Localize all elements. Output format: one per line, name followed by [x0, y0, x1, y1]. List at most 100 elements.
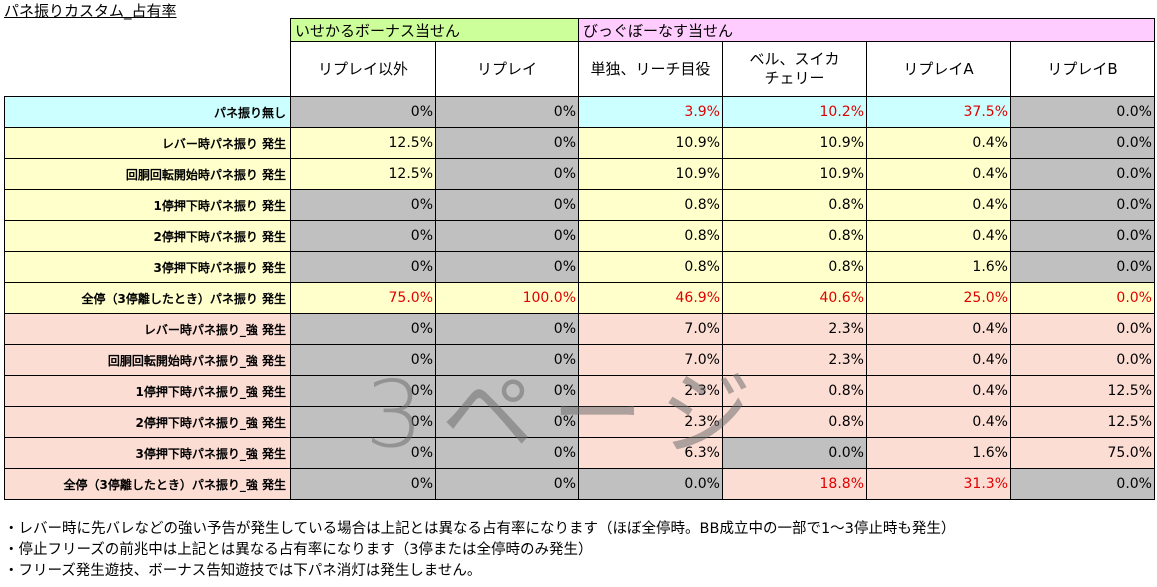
cell-value: 0.4%	[866, 158, 1011, 190]
cell-value: 7.0%	[578, 344, 723, 376]
column-header: リプレイ以外	[290, 41, 436, 97]
cell-value: 10.2%	[722, 96, 867, 128]
cell-value: 0%	[290, 344, 436, 376]
occupancy-table: いせかるボーナス当せん びっぐぼーなす当せん リプレイ以外 リプレイ 単独、リーチ目役ベ…	[4, 18, 1155, 500]
cell-value: 12.5%	[1010, 375, 1155, 407]
note-line: ・停止フリーズの前兆中は上記とは異なる占有率になります（3停または全停時のみ発生…	[4, 542, 593, 558]
cell-value: 0%	[290, 220, 436, 252]
data-row: 3停押下時パネ振り_強 発生 0% 0% 6.3% 0.0% 1.6% 75.0%	[4, 437, 1155, 469]
data-row: 全停（3停離したとき）パネ振り 発生 75.0% 100.0% 46.9% 40.6% 2…	[4, 282, 1155, 314]
data-row: レバー時パネ振り 発生 12.5% 0% 10.9% 10.9% 0.4% 0.0%	[4, 127, 1155, 159]
cell-value: 0.0%	[1010, 468, 1155, 500]
cell-value: 0%	[435, 220, 579, 252]
cell-value: 10.9%	[578, 158, 723, 190]
cell-value: 75.0%	[290, 282, 436, 314]
cell-value: 0.8%	[722, 220, 867, 252]
cell-value: 0%	[435, 127, 579, 159]
data-row: 3停押下時パネ振り 発生 0% 0% 0.8% 0.8% 1.6% 0.0%	[4, 251, 1155, 283]
cell-value: 0.8%	[578, 189, 723, 221]
cell-value: 1.6%	[866, 437, 1011, 469]
cell-value: 0.4%	[866, 344, 1011, 376]
cell-value: 10.9%	[722, 158, 867, 190]
cell-value: 2.3%	[578, 375, 723, 407]
cell-value: 100.0%	[435, 282, 579, 314]
note-line: ・レバー時に先バレなどの強い予告が発生している場合は上記とは異なる占有率になりま…	[4, 521, 956, 537]
cell-value: 0%	[290, 406, 436, 438]
cell-value: 0.0%	[578, 468, 723, 500]
cell-value: 37.5%	[866, 96, 1011, 128]
cell-value: 0.4%	[866, 220, 1011, 252]
data-row: 回胴回転開始時パネ振り_強 発生 0% 0% 7.0% 2.3% 0.4% 0.0%	[4, 344, 1155, 376]
group-header-row: いせかるボーナス当せん びっぐぼーなす当せん	[4, 18, 1155, 97]
group-header: びっぐぼーなす当せん	[578, 18, 1155, 42]
data-row: 全停（3停離したとき）パネ振り_強 発生 0% 0% 0.0% 18.8% 31.3% 0.…	[4, 468, 1155, 500]
cell-value: 0.8%	[722, 251, 867, 283]
row-label: 1停押下時パネ振り 発生	[4, 189, 291, 221]
cell-value: 0.0%	[1010, 220, 1155, 252]
column-header-row: リプレイ以外 リプレイ 単独、リーチ目役 ベル、スイカ チェリー リプレイA リプレイB	[5, 41, 1155, 97]
row-label: パネ振り無し	[4, 96, 291, 128]
cell-value: 2.3%	[722, 344, 867, 376]
data-row: 2停押下時パネ振り_強 発生 0% 0% 2.3% 0.8% 0.4% 12.5%	[4, 406, 1155, 438]
row-label: 回胴回転開始時パネ振り 発生	[4, 158, 291, 190]
cell-value: 0%	[290, 313, 436, 345]
cell-value: 0%	[435, 406, 579, 438]
cell-value: 0%	[435, 468, 579, 500]
cell-value: 0%	[435, 189, 579, 221]
cell-value: 0%	[290, 468, 436, 500]
cell-value: 18.8%	[722, 468, 867, 500]
data-row: パネ振り無し 0% 0% 3.9% 10.2% 37.5% 0.0%	[4, 96, 1155, 128]
cell-value: 0.0%	[1010, 189, 1155, 221]
data-row: レバー時パネ振り_強 発生 0% 0% 7.0% 2.3% 0.4% 0.0%	[4, 313, 1155, 345]
cell-value: 0%	[290, 96, 436, 128]
cell-value: 40.6%	[722, 282, 867, 314]
column-header: リプレイA	[866, 41, 1011, 97]
column-header: リプレイ	[435, 41, 579, 97]
cell-value: 46.9%	[578, 282, 723, 314]
cell-value: 0%	[435, 375, 579, 407]
row-label: 3停押下時パネ振り_強 発生	[4, 437, 291, 469]
cell-value: 2.3%	[578, 406, 723, 438]
data-row: 回胴回転開始時パネ振り 発生 12.5% 0% 10.9% 10.9% 0.4% 0.0%	[4, 158, 1155, 190]
cell-value: 0.0%	[1010, 96, 1155, 128]
row-label: 2停押下時パネ振り 発生	[4, 220, 291, 252]
cell-value: 1.6%	[866, 251, 1011, 283]
cell-value: 0%	[290, 251, 436, 283]
cell-value: 10.9%	[722, 127, 867, 159]
cell-value: 0.0%	[1010, 282, 1155, 314]
cell-value: 0.0%	[1010, 344, 1155, 376]
column-header: 単独、リーチ目役	[578, 41, 723, 97]
cell-value: 31.3%	[866, 468, 1011, 500]
row-label: 2停押下時パネ振り_強 発生	[4, 406, 291, 438]
row-label: 3停押下時パネ振り 発生	[4, 251, 291, 283]
cell-value: 0%	[435, 437, 579, 469]
column-header: ベル、スイカ チェリー	[722, 41, 867, 97]
notes: ・レバー時に先バレなどの強い予告が発生している場合は上記とは異なる占有率になりま…	[4, 519, 955, 582]
cell-value: 0%	[435, 158, 579, 190]
cell-value: 0.0%	[1010, 313, 1155, 345]
cell-value: 0.4%	[866, 406, 1011, 438]
row-label: 全停（3停離したとき）パネ振り_強 発生	[4, 468, 291, 500]
cell-value: 0%	[435, 344, 579, 376]
cell-value: 0.8%	[722, 375, 867, 407]
cell-value: 0%	[290, 189, 436, 221]
row-label: 1停押下時パネ振り_強 発生	[4, 375, 291, 407]
cell-value: 0.8%	[578, 220, 723, 252]
cell-value: 0.4%	[866, 375, 1011, 407]
cell-value: 3.9%	[578, 96, 723, 128]
data-row: 1停押下時パネ振り_強 発生 0% 0% 2.3% 0.8% 0.4% 12.5%	[4, 375, 1155, 407]
title: パネ振りカスタム_占有率	[4, 2, 177, 20]
cell-value: 0.8%	[722, 189, 867, 221]
note-line: ・フリーズ発生遊技、ボーナス告知遊技では下パネ消灯は発生しません。	[4, 563, 482, 579]
corner	[4, 18, 291, 97]
group-header: いせかるボーナス当せん	[290, 18, 579, 42]
cell-value: 0%	[435, 251, 579, 283]
row-label: レバー時パネ振り_強 発生	[4, 313, 291, 345]
cell-value: 75.0%	[1010, 437, 1155, 469]
row-label: 全停（3停離したとき）パネ振り 発生	[4, 282, 291, 314]
cell-value: 0%	[290, 375, 436, 407]
cell-value: 25.0%	[866, 282, 1011, 314]
cell-value: 0.0%	[1010, 158, 1155, 190]
cell-value: 0.0%	[1010, 127, 1155, 159]
